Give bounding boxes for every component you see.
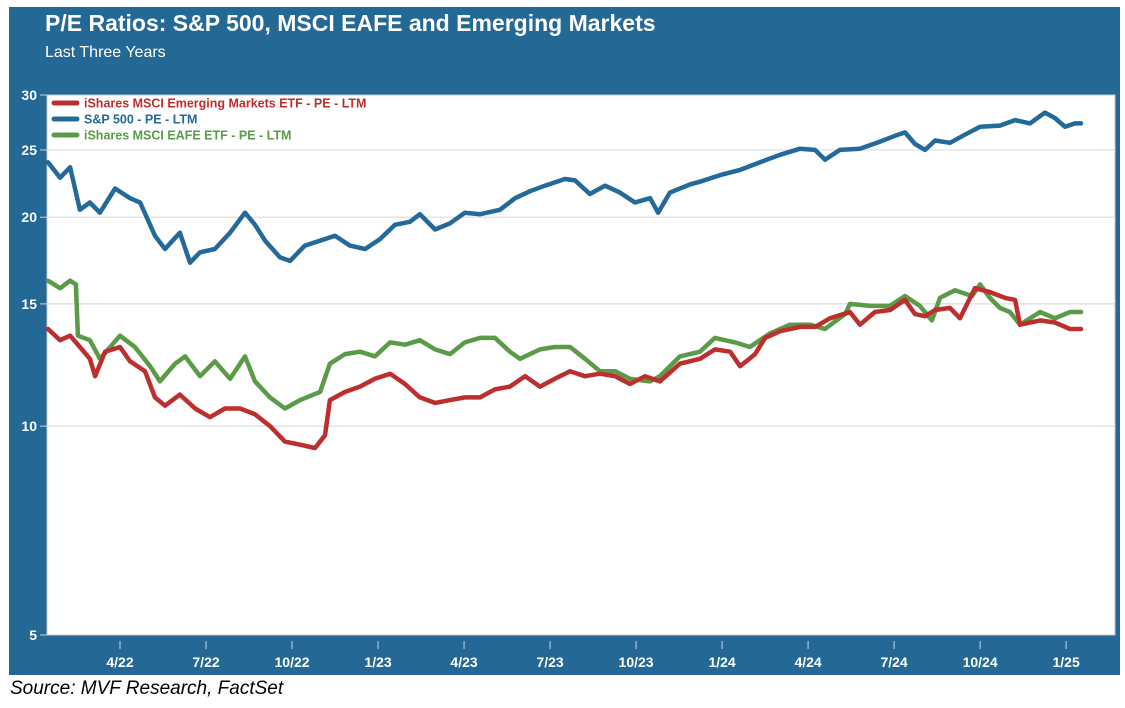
x-tick-label: 7/23 [536,654,563,670]
x-tick-label: 7/24 [880,654,907,670]
series-line-0 [45,285,1084,451]
plot-area [46,94,1116,636]
y-tick-label: 25 [21,142,37,158]
x-tick-label: 4/22 [106,654,133,670]
x-tick-label: 10/24 [963,654,998,670]
source-note: Source: MVF Research, FactSet [10,678,284,699]
series-lines [45,110,1084,451]
series-line-1 [45,110,1084,265]
series-line-2 [45,278,1084,411]
x-tick-label: 10/22 [275,654,310,670]
x-tick-label: 1/23 [364,654,391,670]
legend-label: iShares MSCI Emerging Markets ETF - PE -… [84,97,366,111]
y-tick-label: 10 [21,418,37,434]
y-tick-label: 15 [21,296,37,312]
gridlines [47,149,1115,427]
x-axis: 4/22 7/22 10/22 1/23 4/23 7/23 10/23 1/24 4/24 7/… [106,641,1080,670]
x-tick-label: 10/23 [619,654,654,670]
y-tick-label: 5 [29,627,37,643]
x-tick-label: 7/22 [192,654,219,670]
legend-label: iShares MSCI EAFE ETF - PE - LTM [84,129,291,143]
chart-title: P/E Ratios: S&P 500, MSCI EAFE and Emerg… [45,10,656,36]
legend-label: S&P 500 - PE - LTM [84,113,197,127]
x-tick-label: 1/25 [1052,654,1079,670]
chart-subtitle: Last Three Years [45,44,166,61]
legend: iShares MSCI Emerging Markets ETF - PE -… [51,97,366,143]
y-tick-label: 30 [21,87,37,103]
x-tick-label: 4/24 [794,654,821,670]
y-tick-label: 20 [21,209,37,225]
x-tick-label: 1/24 [708,654,735,670]
x-tick-label: 4/23 [450,654,477,670]
y-axis: 5 10 15 20 25 30 [21,87,47,643]
